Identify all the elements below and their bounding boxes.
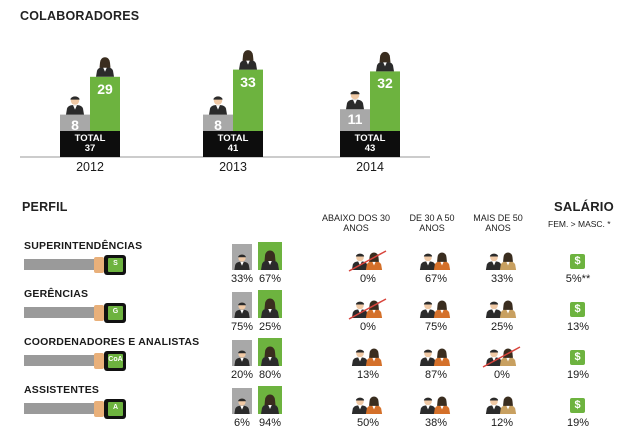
total-label-2012: TOTAL 37 [60,134,120,154]
badge-hand-icon [24,350,134,372]
salary-dollar-icon: $ [570,350,585,365]
female-pct: 94% [258,417,282,429]
row-label: COORDENADORES E ANALISTAS [24,336,200,348]
salario-subtitle: FEM. > MASC. * [548,219,611,229]
salary-dollar-icon: $ [570,302,585,317]
male-person-icon [346,91,364,110]
age-group-icon [414,292,458,320]
salary-pct: 13% [566,321,590,333]
bar-female-2014 [370,71,400,131]
row-label: SUPERINTENDÊNCIAS [24,240,143,252]
age-pct: 25% [490,321,514,333]
age-pct: 87% [424,369,448,381]
age-header-30to50: DE 30 A 50 ANOS [409,213,455,233]
female-person-icon [376,51,394,72]
age-group-icon [480,292,524,320]
row-label: GERÊNCIAS [24,288,89,300]
bar-female-2013 [233,69,263,131]
badge-letter: G [112,308,119,315]
age-group-icon [346,388,390,416]
year-label-2014: 2014 [356,160,384,174]
bar-label-male-2013: 8 [214,116,222,133]
gender-icons [228,240,288,272]
age-group-icon [346,340,390,368]
male-pct: 20% [230,369,254,381]
age-pct: 13% [356,369,380,381]
salary-pct: 19% [566,369,590,381]
badge-letter: A [112,404,119,411]
bar-male-2013 [203,114,233,131]
female-person-icon [239,50,257,70]
age-pct: 67% [424,273,448,285]
age-pct: 0% [360,273,376,285]
female-pct: 25% [258,321,282,333]
bar-label-female-2014: 32 [377,75,393,92]
salary-dollar-icon: $ [570,254,585,269]
badge-hand-icon [24,254,134,276]
total-caption: TOTAL [74,133,106,144]
male-pct: 75% [230,321,254,333]
female-pct: 67% [258,273,282,285]
bar-label-female-2012: 29 [97,80,113,97]
bar-label-female-2013: 33 [240,73,256,90]
year-label-2012: 2012 [76,160,104,174]
salary-pct: 5%** [565,273,591,285]
total-caption: TOTAL [217,133,249,144]
male-person-icon [209,96,227,115]
bar-label-male-2014: 11 [347,111,363,128]
age-pct: 75% [424,321,448,333]
salario-title: SALÁRIO [554,199,614,214]
gender-icons [228,384,288,416]
salary-dollar-icon: $ [570,398,585,413]
total-value: 43 [364,143,376,154]
age-group-icon [414,244,458,272]
age-group-icon [480,340,524,368]
bar-male-2014 [340,109,370,131]
age-group-icon [414,388,458,416]
bar-male-2012 [60,114,90,131]
age-header-over50: MAIS DE 50 ANOS [473,213,523,233]
age-pct: 33% [490,273,514,285]
gender-icons [228,288,288,320]
total-value: 41 [227,143,239,154]
total-label-2013: TOTAL 41 [203,134,263,154]
age-group-icon [346,244,390,272]
chart-title: COLABORADORES [20,9,140,23]
row-label: ASSISTENTES [24,384,100,396]
total-caption: TOTAL [354,133,386,144]
age-group-icon [414,340,458,368]
age-pct: 0% [360,321,376,333]
bar-female-2012 [90,76,120,131]
age-header-under30: ABAIXO DOS 30 ANOS [321,213,391,233]
age-group-icon [346,292,390,320]
perfil-title: PERFIL [22,200,68,214]
bar-label-male-2012: 8 [71,116,79,133]
age-pct: 50% [356,417,380,429]
female-pct: 80% [258,369,282,381]
badge-hand-icon [24,302,134,324]
gender-icons [228,336,288,368]
badge-hand-icon [24,398,134,420]
male-pct: 33% [230,273,254,285]
age-pct: 0% [494,369,510,381]
male-pct: 6% [234,417,250,429]
female-person-icon [96,57,114,77]
year-label-2013: 2013 [219,160,247,174]
salary-pct: 19% [566,417,590,429]
age-pct: 38% [424,417,448,429]
total-label-2014: TOTAL 43 [340,134,400,154]
age-group-icon [480,244,524,272]
badge-letter: CoA [108,356,123,363]
total-value: 37 [84,143,96,154]
age-pct: 12% [490,417,514,429]
badge-letter: S [113,260,118,267]
male-person-icon [66,96,84,115]
age-group-icon [480,388,524,416]
